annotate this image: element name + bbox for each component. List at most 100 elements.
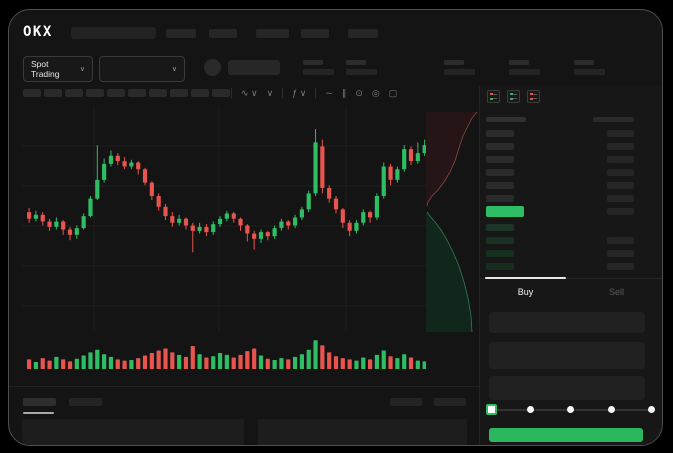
toolbar-divider xyxy=(231,88,232,98)
screenshot-camera-icon[interactable]: ⊙ xyxy=(355,87,363,98)
orderbook-asks-view-icon[interactable] xyxy=(527,90,540,103)
drawing-tools-icon[interactable]: ∥ xyxy=(341,87,347,98)
last-price-row[interactable] xyxy=(486,205,634,218)
nav-item-placeholder[interactable] xyxy=(348,29,378,38)
amount-input[interactable] xyxy=(489,342,645,369)
candle-body xyxy=(183,218,189,226)
bottom-action-placeholder[interactable] xyxy=(390,398,422,406)
slider-stop[interactable] xyxy=(607,406,615,413)
timeframe-button[interactable] xyxy=(65,89,83,97)
nav-item-placeholder[interactable] xyxy=(166,29,196,38)
amount-slider[interactable] xyxy=(486,404,655,415)
ask-row[interactable] xyxy=(486,166,634,179)
volume-bar xyxy=(95,349,100,369)
bottom-action-placeholder[interactable] xyxy=(434,398,466,406)
slider-handle[interactable] xyxy=(486,404,497,415)
candle-body xyxy=(272,228,277,237)
candle-body xyxy=(354,222,359,231)
candle-body xyxy=(313,142,318,194)
volume-bar xyxy=(395,358,400,369)
timeframe-button[interactable] xyxy=(149,89,167,97)
timeframe-button[interactable] xyxy=(86,89,104,97)
ask-row[interactable] xyxy=(486,127,634,140)
tab-buy[interactable]: Buy xyxy=(480,277,571,304)
tab-sell[interactable]: Sell xyxy=(608,287,624,297)
candle-body xyxy=(217,218,223,225)
volume-bar xyxy=(374,354,380,369)
volume-bar xyxy=(217,353,223,369)
volume-bar xyxy=(265,358,270,369)
search-input[interactable] xyxy=(71,27,156,39)
volume-bar xyxy=(347,359,352,369)
bottom-tab-active[interactable] xyxy=(23,398,56,406)
chart-settings-gear-icon[interactable]: ◎ xyxy=(371,87,380,98)
bottom-section xyxy=(9,386,479,445)
nav-item-placeholder[interactable] xyxy=(209,29,237,38)
candle-body xyxy=(142,169,148,183)
chart-type-chevron-icon[interactable]: ∨ xyxy=(266,87,274,98)
candle-body xyxy=(299,209,304,218)
candle-body xyxy=(374,196,380,218)
slider-stop[interactable] xyxy=(567,406,574,413)
candle-body xyxy=(54,221,59,227)
ask-row[interactable] xyxy=(486,179,634,192)
volume-bar xyxy=(238,354,243,369)
nav-item-placeholder[interactable] xyxy=(256,29,289,38)
volume-bar xyxy=(74,358,79,369)
bid-row[interactable] xyxy=(486,247,634,260)
ask-row[interactable] xyxy=(486,153,634,166)
slider-stop[interactable] xyxy=(526,406,534,413)
timeframe-button[interactable] xyxy=(212,89,230,97)
volume-bar xyxy=(170,352,175,369)
nav-item-placeholder[interactable] xyxy=(301,29,329,38)
volume-bar xyxy=(292,356,298,369)
timeframe-button[interactable] xyxy=(170,89,188,97)
timeframe-button[interactable] xyxy=(128,89,146,97)
candle-body xyxy=(265,232,270,237)
candle-style-icon[interactable]: ∿ ∨ xyxy=(241,87,258,98)
orders-table-placeholder xyxy=(22,419,244,445)
timeframe-button[interactable] xyxy=(107,89,125,97)
candle-body xyxy=(333,198,339,210)
bid-row[interactable] xyxy=(486,221,634,234)
candle-body xyxy=(340,209,345,223)
depth-asks-area xyxy=(426,112,477,206)
bid-row[interactable] xyxy=(486,260,634,273)
timeframe-button[interactable] xyxy=(44,89,62,97)
ask-row[interactable] xyxy=(486,192,634,205)
candle-body xyxy=(156,196,161,207)
volume-bar xyxy=(211,356,216,369)
total-input[interactable] xyxy=(489,376,645,400)
price-input[interactable] xyxy=(489,312,645,333)
ticker-stat-placeholder xyxy=(509,60,543,75)
pair-selector-dropdown[interactable]: ∨ xyxy=(99,56,185,82)
candle-body xyxy=(102,163,107,180)
okx-logo[interactable]: OKX xyxy=(23,24,53,40)
timeframe-button[interactable] xyxy=(191,89,209,97)
app-screen: OKX Spot Trading ∨ ∨ ∿ ∨ ∨ ƒ ∨ ∼ ∥ ⊙ ◎ ▢ Buy S… xyxy=(8,9,663,446)
slider-stop[interactable] xyxy=(648,406,655,413)
market-type-selector[interactable]: Spot Trading ∨ xyxy=(23,56,93,82)
coin-avatar xyxy=(204,59,221,76)
ask-row[interactable] xyxy=(486,140,634,153)
depth-bids-area xyxy=(426,212,472,332)
volume-chart xyxy=(27,340,426,369)
bid-row[interactable] xyxy=(486,234,634,247)
orderbook-default-view-icon[interactable] xyxy=(487,90,500,103)
candlestick-chart[interactable] xyxy=(22,106,426,332)
candle-body xyxy=(306,193,311,210)
volume-bar xyxy=(306,349,311,369)
buy-button[interactable] xyxy=(489,428,643,442)
bottom-tab[interactable] xyxy=(69,398,102,406)
fullscreen-icon[interactable]: ▢ xyxy=(388,87,398,98)
candle-body xyxy=(415,153,420,162)
trendline-icon[interactable]: ∼ xyxy=(325,87,333,98)
timeframe-button[interactable] xyxy=(23,89,41,97)
candle-body xyxy=(88,198,93,217)
volume-bar xyxy=(361,357,366,369)
orderbook-bids-view-icon[interactable] xyxy=(507,90,520,103)
indicators-icon[interactable]: ƒ ∨ xyxy=(292,87,307,98)
order-book-header[interactable] xyxy=(486,112,634,127)
bottom-tab-underline xyxy=(23,412,54,414)
orderbook-view-toggles xyxy=(487,90,540,103)
